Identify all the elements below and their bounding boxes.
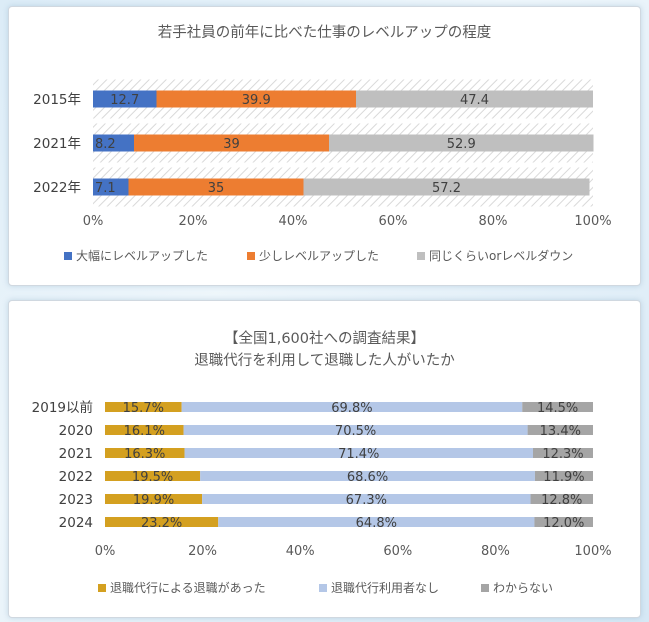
bar-segment: [534, 471, 593, 481]
data-label: 12.3%: [542, 447, 583, 462]
data-label: 7.1: [95, 181, 116, 196]
bar-segment: [530, 494, 593, 504]
bar-segment: [534, 517, 593, 527]
resignation-chart: 【全国1,600社への調査結果】退職代行を利用して退職した人がいたか 2019以前…: [32, 329, 612, 595]
bar-segment: [105, 494, 203, 504]
data-label: 11.9%: [543, 470, 584, 485]
chart-title: 【全国1,600社への調査結果】: [224, 329, 425, 347]
legend-swatch: [481, 584, 489, 592]
bar-segment: [105, 517, 219, 527]
x-tick-label: 20%: [188, 544, 217, 559]
bar-segment: [93, 178, 129, 196]
data-label: 13.4%: [540, 424, 581, 439]
bar-segment: [527, 425, 593, 435]
x-tick-label: 100%: [574, 544, 611, 559]
chart-title: 若手社員の前年に比べた仕事のレベルアップの程度: [158, 24, 492, 41]
data-label: 23.2%: [141, 516, 182, 531]
bar-segment: [329, 134, 594, 152]
data-label: 12.8%: [541, 493, 582, 508]
data-label: 57.2: [432, 181, 461, 196]
data-label: 12.0%: [543, 516, 584, 531]
bar-segment: [105, 402, 182, 412]
bar-segment: [93, 90, 157, 108]
data-label: 16.3%: [124, 447, 165, 462]
chart-panel-levelup: 若手社員の前年に比べた仕事のレベルアップの程度 2015年 12.7 39.9 47.4…: [8, 6, 641, 286]
bar-segment: [184, 448, 533, 458]
legend-swatch: [64, 252, 72, 260]
category-label: 2023: [59, 492, 93, 508]
x-tick-label: 40%: [286, 544, 315, 559]
category-label: 2022: [59, 469, 93, 485]
legend-swatch: [247, 252, 255, 260]
category-label: 2015年: [33, 92, 81, 108]
bar-segment: [105, 425, 184, 435]
bar-segment: [200, 471, 535, 481]
category-label: 2021年: [33, 136, 81, 152]
x-tick-label: 0%: [95, 544, 116, 559]
bar-segment: [156, 90, 356, 108]
bar-segment: [356, 90, 593, 108]
data-label: 67.3%: [346, 493, 387, 508]
category-label: 2020: [59, 423, 93, 439]
data-label: 8.2: [95, 137, 116, 152]
legend-swatch: [319, 584, 327, 592]
legend-label: わからない: [493, 581, 553, 595]
data-label: 12.7: [110, 93, 139, 108]
legend-swatch: [98, 584, 106, 592]
category-label: 2021: [59, 446, 93, 462]
x-tick-label: 40%: [279, 214, 308, 229]
chart-subtitle: 退職代行を利用して退職した人がいたか: [194, 352, 455, 369]
data-label: 70.5%: [335, 424, 376, 439]
data-label: 15.7%: [123, 401, 164, 416]
bar-segment: [181, 402, 523, 412]
data-label: 64.8%: [356, 516, 397, 531]
x-tick-label: 20%: [179, 214, 208, 229]
bar-segment: [105, 448, 185, 458]
data-label: 47.4: [460, 93, 489, 108]
legend-label: 退職代行利用者なし: [331, 581, 439, 595]
chart-panel-resignation: 【全国1,600社への調査結果】退職代行を利用して退職した人がいたか 2019以前…: [8, 300, 641, 618]
category-label: 2022年: [33, 180, 81, 196]
levelup-chart: 若手社員の前年に比べた仕事のレベルアップの程度 2015年 12.7 39.9 47.4…: [33, 24, 611, 263]
data-label: 19.9%: [133, 493, 174, 508]
data-label: 16.1%: [124, 424, 165, 439]
data-label: 19.5%: [132, 470, 173, 485]
data-label: 69.8%: [331, 401, 372, 416]
bar-segment: [183, 425, 528, 435]
data-label: 39.9: [242, 93, 271, 108]
bar-segment: [522, 402, 593, 412]
category-label: 2024: [59, 515, 93, 531]
x-tick-label: 100%: [574, 214, 611, 229]
data-label: 14.5%: [537, 401, 578, 416]
bar-segment: [134, 134, 329, 152]
data-label: 68.6%: [347, 470, 388, 485]
bar-segment: [202, 494, 531, 504]
data-label: 71.4%: [338, 447, 379, 462]
x-tick-label: 0%: [83, 214, 104, 229]
legend-label: 退職代行による退職があった: [110, 580, 266, 595]
x-tick-label: 60%: [379, 214, 408, 229]
legend-label: 少しレベルアップした: [259, 249, 379, 263]
data-label: 35: [208, 181, 225, 196]
legend-label: 同じくらいorレベルダウン: [429, 248, 573, 263]
legend-swatch: [417, 252, 425, 260]
bar-segment: [128, 178, 304, 196]
data-label: 39: [223, 137, 240, 152]
x-tick-label: 60%: [383, 544, 412, 559]
category-label: 2019以前: [32, 399, 93, 416]
x-tick-label: 80%: [479, 214, 508, 229]
bar-segment: [532, 448, 593, 458]
bar-segment: [303, 178, 590, 196]
legend-label: 大幅にレベルアップした: [76, 248, 208, 263]
bar-segment: [105, 471, 201, 481]
x-tick-label: 80%: [481, 544, 510, 559]
bar-segment: [93, 134, 134, 152]
data-label: 52.9: [447, 137, 476, 152]
bar-segment: [218, 517, 535, 527]
